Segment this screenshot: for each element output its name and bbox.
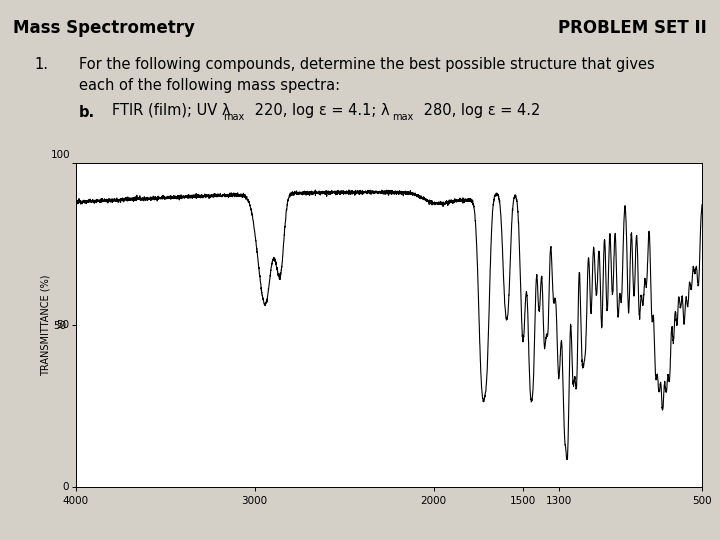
- Text: FTIR (film); UV λ: FTIR (film); UV λ: [112, 103, 230, 118]
- Text: 50: 50: [56, 320, 69, 330]
- Text: PROBLEM SET II: PROBLEM SET II: [558, 19, 707, 37]
- Text: 0: 0: [63, 482, 69, 492]
- Text: max: max: [223, 112, 245, 123]
- Text: 1.: 1.: [35, 57, 48, 72]
- Text: max: max: [392, 112, 414, 123]
- Text: 220, log ε = 4.1; λ: 220, log ε = 4.1; λ: [250, 103, 390, 118]
- Text: b.: b.: [79, 105, 95, 120]
- Text: each of the following mass spectra:: each of the following mass spectra:: [79, 78, 341, 93]
- Y-axis label: TRANSMITTANCE (%): TRANSMITTANCE (%): [40, 274, 50, 376]
- Text: 100: 100: [51, 150, 71, 160]
- Text: Mass Spectrometry: Mass Spectrometry: [13, 19, 195, 37]
- Text: For the following compounds, determine the best possible structure that gives: For the following compounds, determine t…: [79, 57, 655, 72]
- Text: 280, log ε = 4.2: 280, log ε = 4.2: [419, 103, 541, 118]
